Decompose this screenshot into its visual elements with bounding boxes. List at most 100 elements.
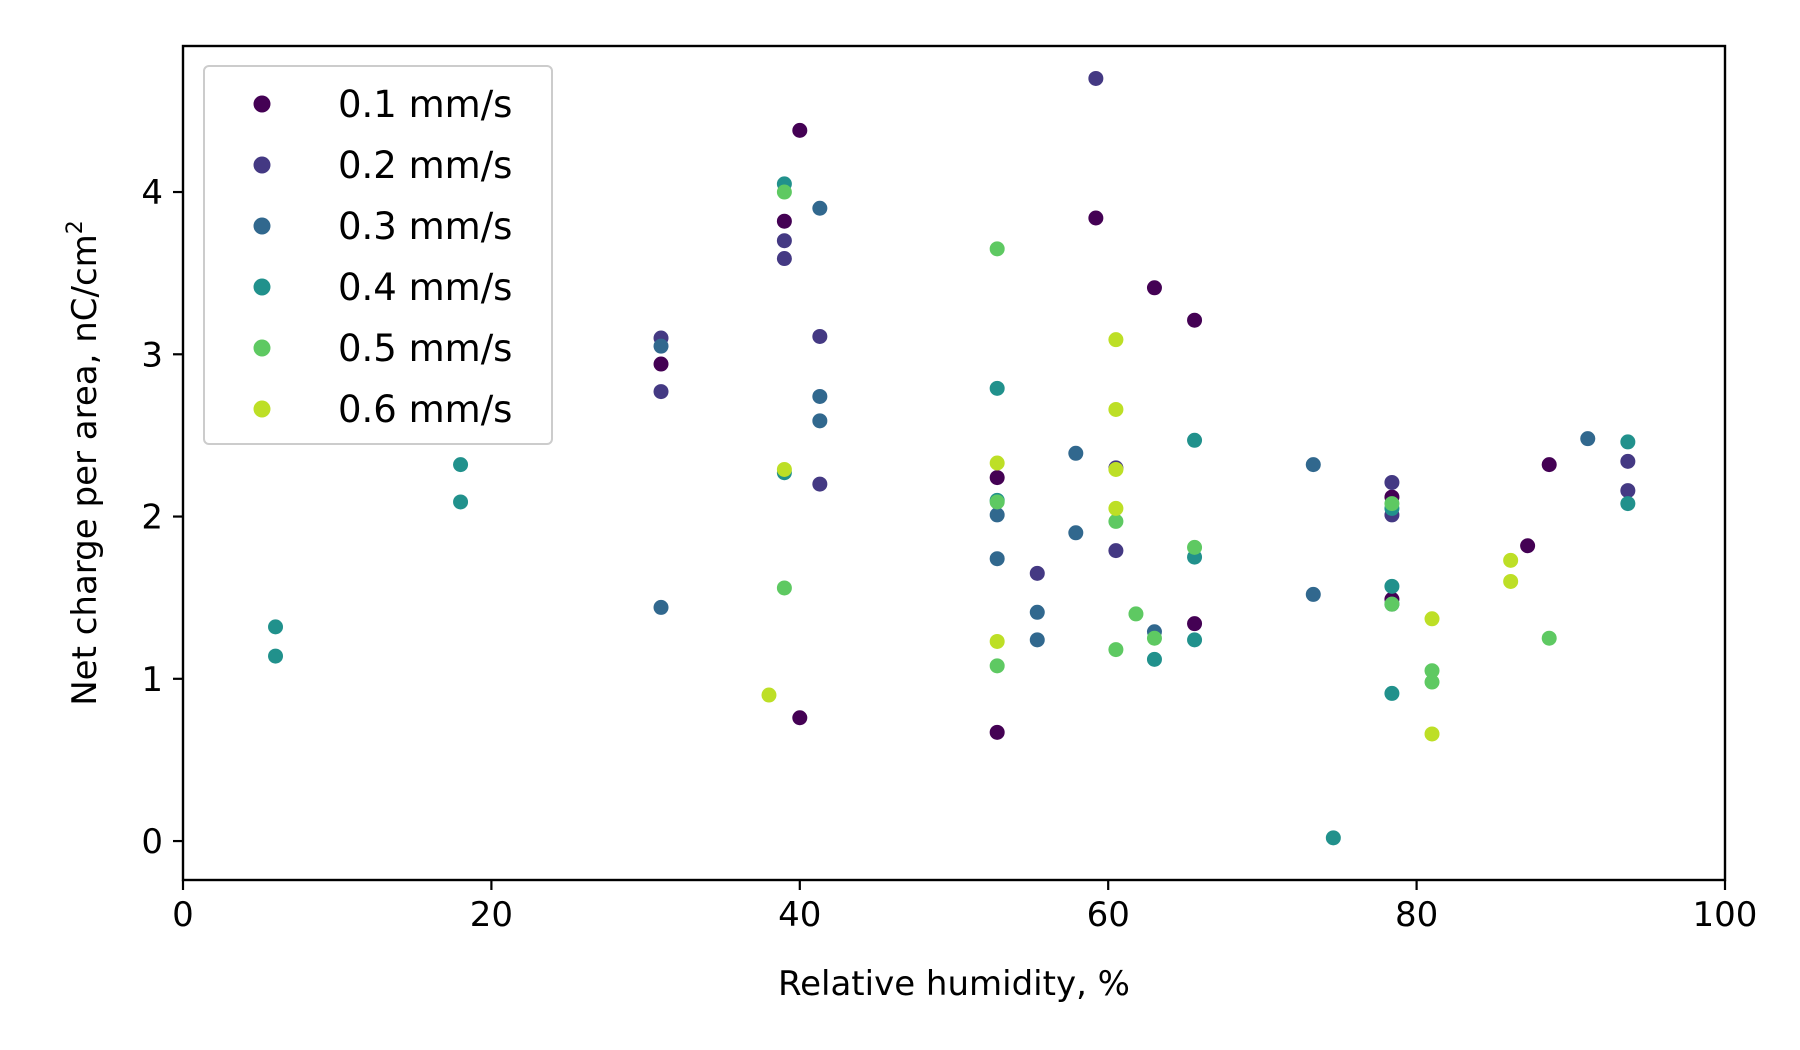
legend-label: 0.1 mm/s: [338, 83, 512, 126]
y-axis-title-superscript: 2: [63, 220, 88, 234]
data-point: [1424, 663, 1440, 679]
data-point: [1108, 401, 1124, 417]
data-point: [653, 384, 669, 400]
legend-marker: [253, 339, 271, 357]
data-point: [989, 724, 1005, 740]
data-point: [453, 494, 469, 510]
data-point: [1088, 210, 1104, 226]
data-point: [989, 241, 1005, 257]
data-point: [1424, 611, 1440, 627]
data-point: [1029, 632, 1045, 648]
y-axis: 0 1 2 3 4: [141, 173, 183, 862]
y-tick-label: 2: [141, 498, 163, 538]
legend-items: 0.1 mm/s 0.2 mm/s 0.3 mm/s 0.4 mm/s 0.5 mm/s…: [253, 83, 512, 431]
plot-frame: [181, 44, 1727, 882]
data-point: [1384, 496, 1400, 512]
y-tick-label: 3: [141, 335, 163, 375]
legend-box: [203, 65, 553, 445]
legend: 0.1 mm/s 0.2 mm/s 0.3 mm/s 0.4 mm/s 0.5 mm/s…: [203, 65, 553, 445]
legend-label: 0.3 mm/s: [338, 205, 512, 248]
data-point: [989, 380, 1005, 396]
data-point: [989, 658, 1005, 674]
data-point: [1503, 573, 1519, 589]
y-tick-label: 4: [141, 173, 163, 213]
x-tick-label: 100: [1693, 895, 1758, 935]
data-point: [1187, 616, 1203, 632]
data-point: [1305, 586, 1321, 602]
data-point: [1108, 500, 1124, 516]
x-tick-label: 20: [470, 895, 513, 935]
x-axis-title: Relative humidity, %: [778, 964, 1130, 1004]
data-point: [268, 648, 284, 664]
data-point: [1108, 543, 1124, 559]
data-point: [268, 619, 284, 635]
data-point: [1620, 496, 1636, 512]
data-point: [1108, 642, 1124, 658]
data-point: [1503, 552, 1519, 568]
x-tick-label: 60: [1087, 895, 1130, 935]
data-point: [776, 251, 792, 267]
data-point: [812, 200, 828, 216]
data-point: [792, 122, 808, 138]
legend-marker: [253, 400, 271, 418]
data-point: [989, 470, 1005, 486]
x-tick-label: 80: [1395, 895, 1438, 935]
data-point: [1029, 604, 1045, 620]
data-point: [989, 633, 1005, 649]
data-point: [1187, 539, 1203, 555]
data-point: [1146, 630, 1162, 646]
data-point: [1325, 830, 1341, 846]
legend-label: 0.4 mm/s: [338, 266, 512, 309]
data-point: [776, 233, 792, 249]
data-point: [1620, 453, 1636, 469]
data-point: [653, 599, 669, 615]
data-point: [776, 184, 792, 200]
data-point: [989, 507, 1005, 523]
data-point: [812, 388, 828, 404]
data-point: [1108, 332, 1124, 348]
data-point: [1128, 606, 1144, 622]
data-point: [1146, 280, 1162, 296]
data-point: [1305, 457, 1321, 473]
y-tick-label: 0: [141, 822, 163, 862]
data-point: [1088, 70, 1104, 86]
x-axis: 0 20 40 60 80 100: [172, 880, 1757, 935]
data-point: [989, 494, 1005, 510]
data-point: [1384, 578, 1400, 594]
data-point: [776, 213, 792, 229]
legend-marker: [253, 278, 271, 296]
data-point: [1108, 513, 1124, 529]
data-point: [1187, 632, 1203, 648]
legend-label: 0.6 mm/s: [338, 388, 512, 431]
data-point: [1620, 483, 1636, 499]
data-point: [1541, 457, 1557, 473]
data-point: [1068, 445, 1084, 461]
data-point: [1384, 685, 1400, 701]
data-point: [1424, 674, 1440, 690]
y-axis-title: Net charge per area, nC/cm2: [63, 220, 105, 706]
data-point: [989, 551, 1005, 567]
legend-label: 0.2 mm/s: [338, 144, 512, 187]
data-point: [776, 580, 792, 596]
data-point: [1029, 565, 1045, 581]
y-axis-title-main: Net charge per area, nC/cm: [65, 234, 105, 706]
data-point: [653, 356, 669, 372]
data-point: [1187, 432, 1203, 448]
data-point: [989, 455, 1005, 471]
data-point: [776, 461, 792, 477]
data-points: [268, 70, 1636, 846]
legend-marker: [253, 156, 271, 174]
data-point: [1108, 461, 1124, 477]
data-point: [1384, 596, 1400, 612]
data-point: [653, 338, 669, 354]
data-point: [1580, 431, 1596, 447]
legend-label: 0.5 mm/s: [338, 327, 512, 370]
data-point: [1187, 312, 1203, 328]
legend-marker: [253, 217, 271, 235]
data-point: [812, 328, 828, 344]
data-point: [812, 476, 828, 492]
data-point: [1384, 474, 1400, 490]
data-point: [1520, 538, 1536, 554]
data-point: [453, 457, 469, 473]
